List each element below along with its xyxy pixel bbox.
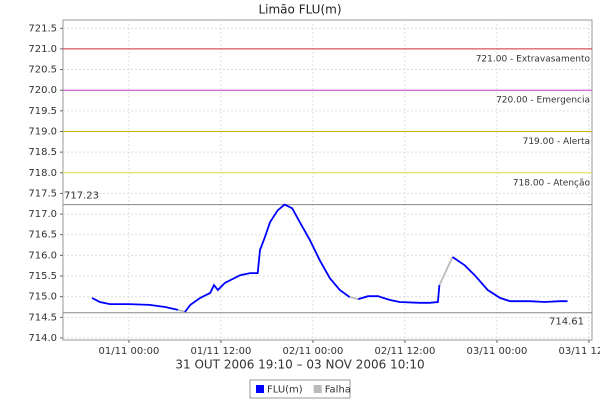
x-tick-label: 03/11 00:00 <box>467 346 528 357</box>
plot-area <box>62 19 593 341</box>
threshold-label: 719.00 - Alerta <box>523 137 590 147</box>
legend-swatch <box>256 385 264 393</box>
threshold-label: 718.00 - Atenção <box>513 178 591 188</box>
legend-label: Falha <box>325 385 351 396</box>
y-tick-label: 716.0 <box>28 250 57 261</box>
y-tick-label: 715.0 <box>28 292 57 303</box>
x-tick-label: 01/11 00:00 <box>99 346 160 357</box>
y-tick-label: 718.5 <box>28 147 57 158</box>
y-tick-label: 715.5 <box>28 271 57 282</box>
x-tick-label: 01/11 12:00 <box>191 346 252 357</box>
legend <box>249 379 351 399</box>
threshold-label: 720.00 - Emergencia <box>496 96 590 106</box>
y-tick-label: 717.5 <box>28 188 57 199</box>
y-tick-label: 719.5 <box>28 106 57 117</box>
legend-swatch <box>313 385 322 393</box>
y-tick-label: 721.0 <box>28 44 57 55</box>
y-tick-label: 714.0 <box>28 333 57 344</box>
x-tick-label: 02/11 12:00 <box>375 346 436 357</box>
y-tick-label: 714.5 <box>28 312 57 323</box>
y-tick-label: 719.0 <box>28 126 57 137</box>
threshold-label: 721.00 - Extravasamento <box>476 54 591 64</box>
y-tick-label: 717.0 <box>28 209 57 220</box>
y-tick-label: 720.5 <box>28 65 57 76</box>
y-tick-label: 718.0 <box>28 168 57 179</box>
x-tick-label: 02/11 00:00 <box>283 346 344 357</box>
y-tick-label: 720.0 <box>28 85 57 96</box>
data-line <box>177 256 454 313</box>
chart-title: Limão FLU(m) <box>258 3 341 17</box>
x-axis-label: 31 OUT 2006 19:10 – 03 NOV 2006 10:10 <box>175 358 424 372</box>
y-tick-label: 721.5 <box>28 23 57 34</box>
x-tick-label: 03/11 12:00 <box>559 346 600 357</box>
y-tick-label: 716.5 <box>28 230 57 241</box>
marker-label: 717.23 <box>64 191 99 202</box>
marker-label: 714.61 <box>549 317 584 328</box>
data-line <box>91 203 568 313</box>
legend-label: FLU(m) <box>267 385 303 396</box>
